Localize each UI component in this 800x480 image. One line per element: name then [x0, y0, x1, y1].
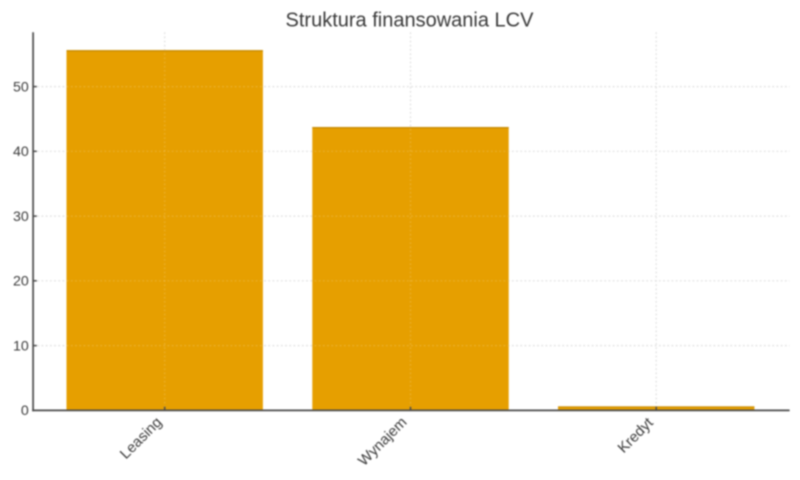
- svg-text:0: 0: [21, 403, 29, 419]
- svg-text:30: 30: [13, 209, 29, 225]
- svg-text:20: 20: [13, 274, 29, 290]
- svg-text:50: 50: [13, 79, 29, 95]
- svg-text:Struktura finansowania LCV: Struktura finansowania LCV: [286, 10, 535, 32]
- svg-text:40: 40: [13, 144, 29, 160]
- svg-text:10: 10: [13, 338, 29, 354]
